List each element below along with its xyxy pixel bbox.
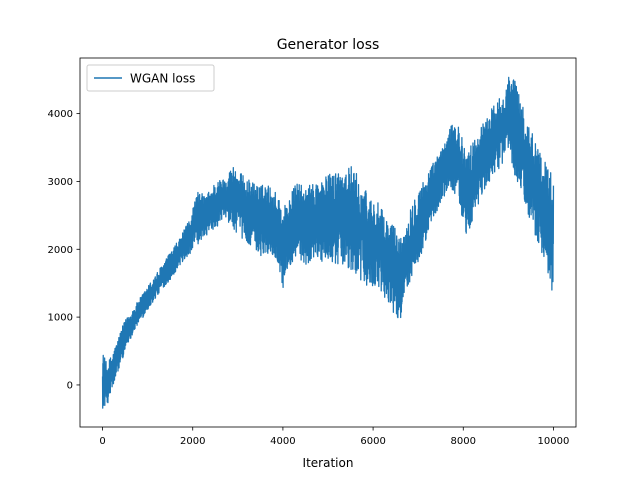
x-tick-label-6000: 6000 — [360, 436, 385, 447]
y-tick-label-2000: 2000 — [48, 245, 73, 256]
x-tick-label-4000: 4000 — [270, 436, 295, 447]
y-tick-label-0: 0 — [67, 381, 73, 392]
series-layer — [101, 76, 555, 409]
plot-area — [79, 57, 577, 428]
y-axis: 0 1000 2000 3000 4000 — [48, 109, 80, 392]
x-tick-label-2000: 2000 — [180, 436, 205, 447]
x-tick-label-0: 0 — [99, 436, 105, 447]
plot-frame — [79, 57, 577, 428]
x-axis-label: Iteration — [303, 456, 354, 470]
legend-box — [86, 64, 215, 92]
x-axis: 0 2000 4000 6000 8000 10000 — [99, 427, 569, 447]
x-tick-label-10000: 10000 — [538, 436, 570, 447]
x-tick-label-8000: 8000 — [451, 436, 476, 447]
y-tick-label-1000: 1000 — [48, 313, 73, 324]
y-tick-label-4000: 4000 — [48, 109, 73, 120]
chart-title: Generator loss — [277, 37, 380, 53]
series-line-wgan-loss — [101, 76, 555, 409]
legend-label-wgan-loss: WGAN loss — [130, 72, 195, 86]
y-tick-label-3000: 3000 — [48, 177, 73, 188]
legend[interactable]: WGAN loss — [86, 64, 215, 92]
